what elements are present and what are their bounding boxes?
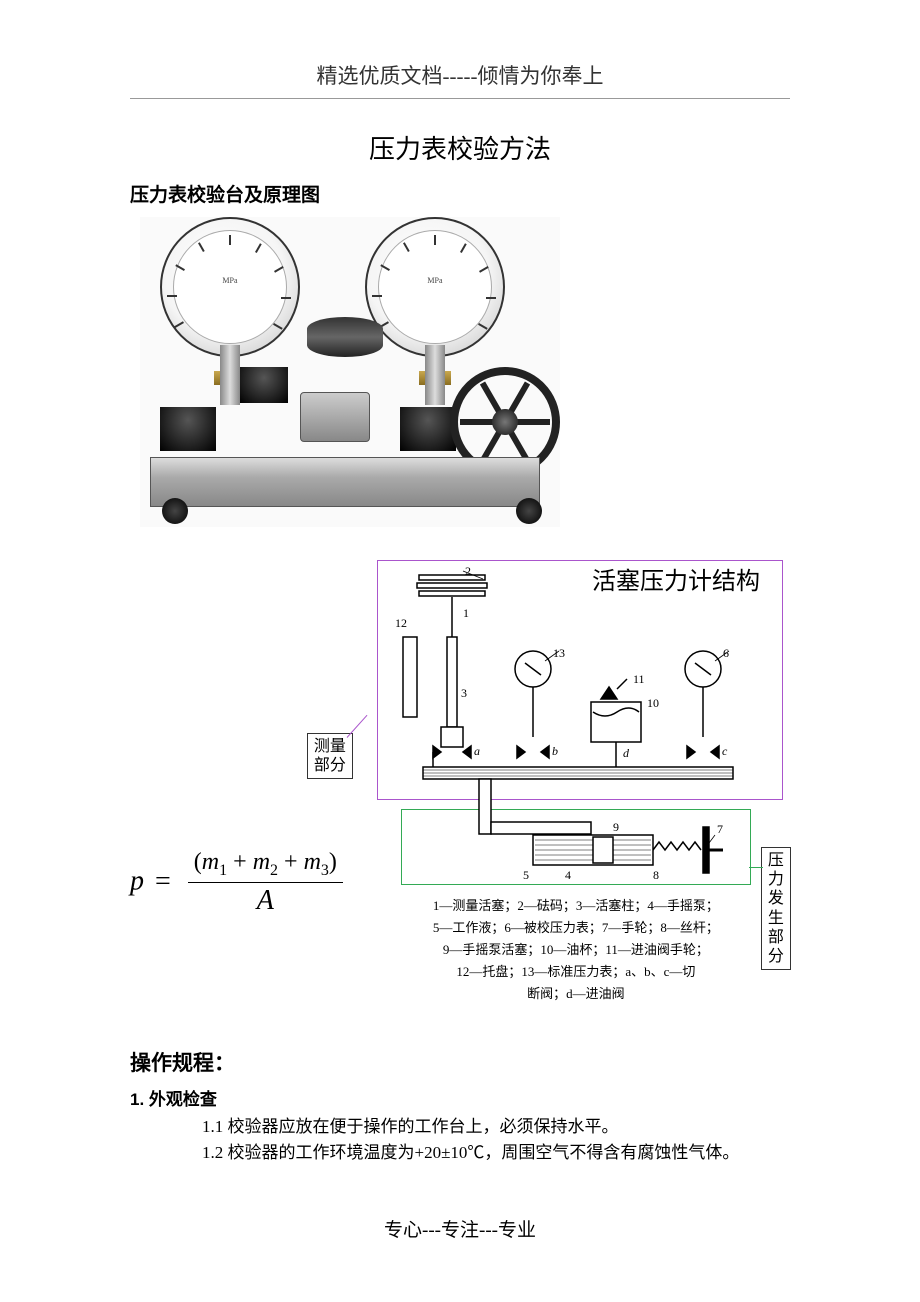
valve-knob-icon bbox=[400, 407, 456, 451]
procedure-title: 操作规程： bbox=[130, 1047, 790, 1077]
svg-text:b: b bbox=[552, 744, 558, 758]
schematic-svg: 2 1 12 3 13 11 10 6 a b d c 5 4 bbox=[363, 557, 803, 897]
num-label: 7 bbox=[717, 822, 723, 836]
right-gauge-icon: MPa bbox=[365, 217, 505, 357]
schematic-section: p = (m1 + m2 + m3) A 活塞压力计结构 bbox=[130, 557, 790, 1017]
num-label: 3 bbox=[461, 686, 467, 700]
svg-text:a: a bbox=[474, 744, 480, 758]
measure-label: 测量 部分 bbox=[307, 733, 353, 779]
page-header: 精选优质文档-----倾情为你奉上 bbox=[130, 60, 790, 99]
label-connector bbox=[749, 867, 763, 868]
legend-line: 断阀；d—进油阀 bbox=[391, 983, 761, 1005]
valve-knob-icon bbox=[240, 367, 288, 403]
formula-A: A bbox=[188, 883, 343, 917]
legend-line: 9—手摇泵活塞；10—油杯；11—进油阀手轮； bbox=[391, 939, 761, 961]
formula-eq: = bbox=[155, 866, 171, 897]
pressure-formula: p = (m1 + m2 + m3) A bbox=[130, 849, 343, 1017]
legend-line: 5—工作液；6—被校压力表；7—手轮；8—丝杆； bbox=[391, 917, 761, 939]
piston-schematic: 活塞压力计结构 bbox=[363, 557, 790, 1017]
calibrator-photo: MPa bbox=[140, 217, 790, 527]
legend-line: 1—测量活塞；2—砝码；3—活塞柱；4—手摇泵； bbox=[391, 895, 761, 917]
num-label: 1 bbox=[463, 606, 469, 620]
item-1-2: 1.2 校验器的工作环境温度为+20±10℃，周围空气不得含有腐蚀性气体。 bbox=[202, 1140, 790, 1166]
num-label: 13 bbox=[553, 646, 565, 660]
num-label: 5 bbox=[523, 868, 529, 882]
document-title: 压力表校验方法 bbox=[130, 129, 790, 166]
pressure-label: 压力发 生部分 bbox=[761, 847, 791, 970]
schematic-legend: 1—测量活塞；2—砝码；3—活塞柱；4—手摇泵； 5—工作液；6—被校压力表；7… bbox=[391, 895, 761, 1005]
oil-cup-icon bbox=[300, 392, 370, 442]
document-page: 精选优质文档-----倾情为你奉上 压力表校验方法 压力表校验台及原理图 bbox=[0, 0, 920, 1282]
page-footer: 专心---专注---专业 bbox=[130, 1215, 790, 1242]
base-plate-icon bbox=[150, 457, 540, 507]
svg-text:d: d bbox=[623, 746, 630, 760]
num-label: 8 bbox=[653, 868, 659, 882]
item-1-1: 1.1 校验器应放在便于操作的工作台上，必须保持水平。 bbox=[202, 1114, 790, 1140]
formula-p: p bbox=[130, 866, 144, 897]
legend-line: 12—托盘；13—标准压力表；a、b、c—切 bbox=[391, 961, 761, 983]
num-label: 12 bbox=[395, 616, 407, 630]
foot-icon bbox=[162, 498, 188, 524]
svg-text:c: c bbox=[722, 744, 728, 758]
valve-knob-icon bbox=[160, 407, 216, 451]
num-label: 10 bbox=[647, 696, 659, 710]
left-gauge-icon: MPa bbox=[160, 217, 300, 357]
num-label: 11 bbox=[633, 672, 645, 686]
section-1-heading: 1. 外观检查 bbox=[130, 1085, 790, 1110]
num-label: 4 bbox=[565, 868, 571, 882]
num-label: 9 bbox=[613, 820, 619, 834]
center-column-icon bbox=[307, 317, 383, 357]
num-label: 2 bbox=[465, 564, 471, 578]
section-subtitle: 压力表校验台及原理图 bbox=[130, 180, 790, 207]
foot-icon bbox=[516, 498, 542, 524]
